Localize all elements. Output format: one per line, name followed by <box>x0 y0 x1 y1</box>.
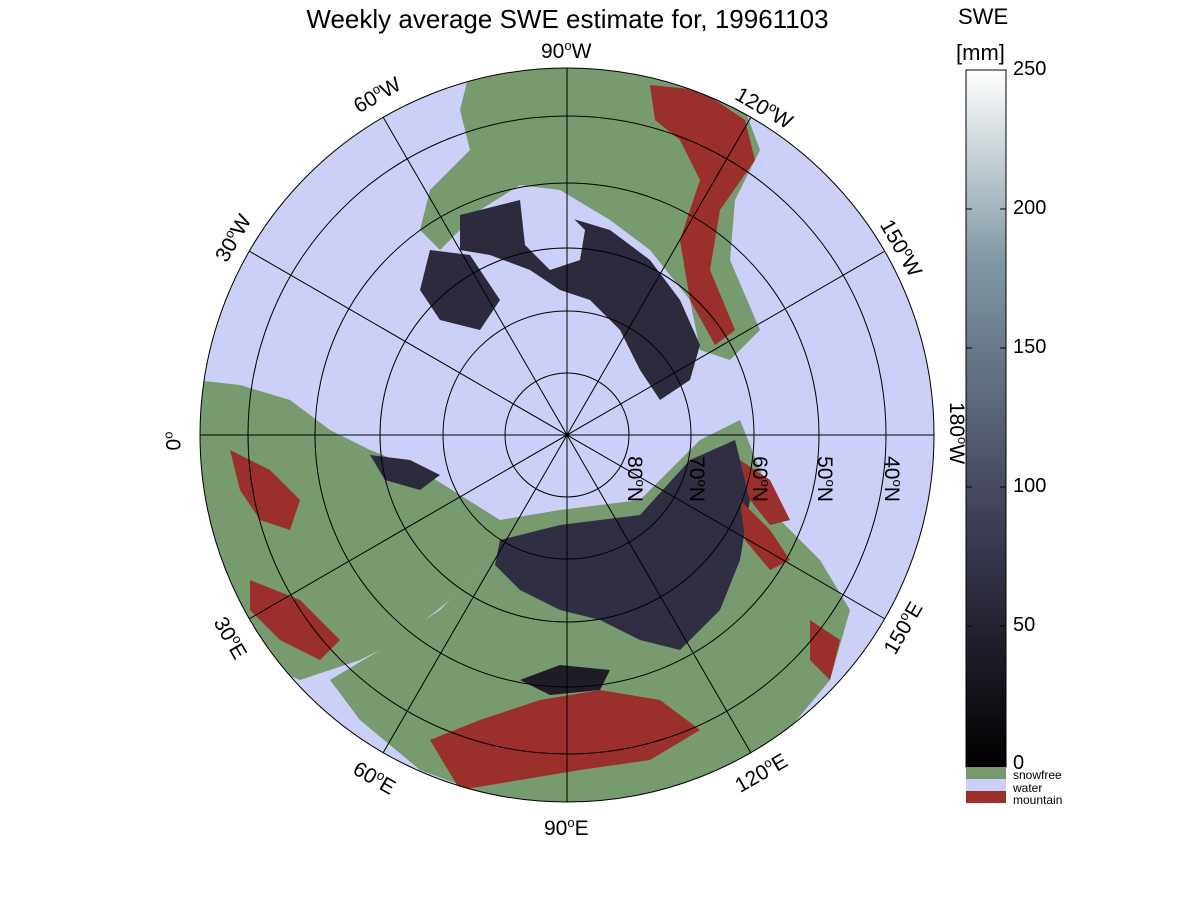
colorbar-tick-0: 0 <box>1013 752 1025 774</box>
colorbar-title: SWE <box>958 4 1009 29</box>
north-america-snow <box>460 200 700 400</box>
legend-swatch-water <box>966 779 1006 791</box>
legend-label-water: water <box>1013 781 1043 795</box>
europe-mountains <box>230 450 340 660</box>
lat-label-80n: 80oN <box>622 456 648 502</box>
lon-label-180w: 180oW <box>945 401 971 465</box>
lat-label-60n: 60oN <box>747 456 773 502</box>
lat-label-70n: 70oN <box>684 456 710 502</box>
hudson-bay <box>520 200 585 270</box>
north-america-mountains <box>650 85 755 345</box>
lon-label-0: 0o <box>160 431 186 451</box>
legend-swatch-mountain <box>966 791 1006 803</box>
siberia-snow <box>495 440 750 650</box>
colorbar-tick-250: 250 <box>1013 58 1047 80</box>
legend-swatch-snowfree <box>966 767 1006 779</box>
asia-mountains <box>430 500 840 790</box>
colorbar-tick-50: 50 <box>1013 614 1036 636</box>
colorbar-gradient <box>965 69 1007 768</box>
meridian-150w-30e <box>248 250 886 620</box>
legend-label-snowfree: snowfree <box>1013 768 1062 782</box>
north-america-landmass <box>420 68 760 360</box>
colorbar-tick-100: 100 <box>1013 475 1047 497</box>
map-title: Weekly average SWE estimate for, 1996110… <box>306 4 829 34</box>
colorbar-tick-150: 150 <box>1013 336 1047 358</box>
scandinavia-snow <box>370 455 440 490</box>
lat-label-50n: 50oN <box>812 456 838 502</box>
lon-label-90e: 90oE <box>544 815 589 840</box>
lat-label-40n: 40oN <box>879 456 905 502</box>
legend-label-mountain: mountain <box>1013 793 1063 807</box>
tibet-snow <box>520 665 610 695</box>
lon-label-90w: 90oW <box>541 38 592 63</box>
colorbar-units: [mm] <box>956 40 1005 65</box>
kamchatka-mountains <box>740 460 790 525</box>
colorbar-tick-200: 200 <box>1013 197 1047 219</box>
